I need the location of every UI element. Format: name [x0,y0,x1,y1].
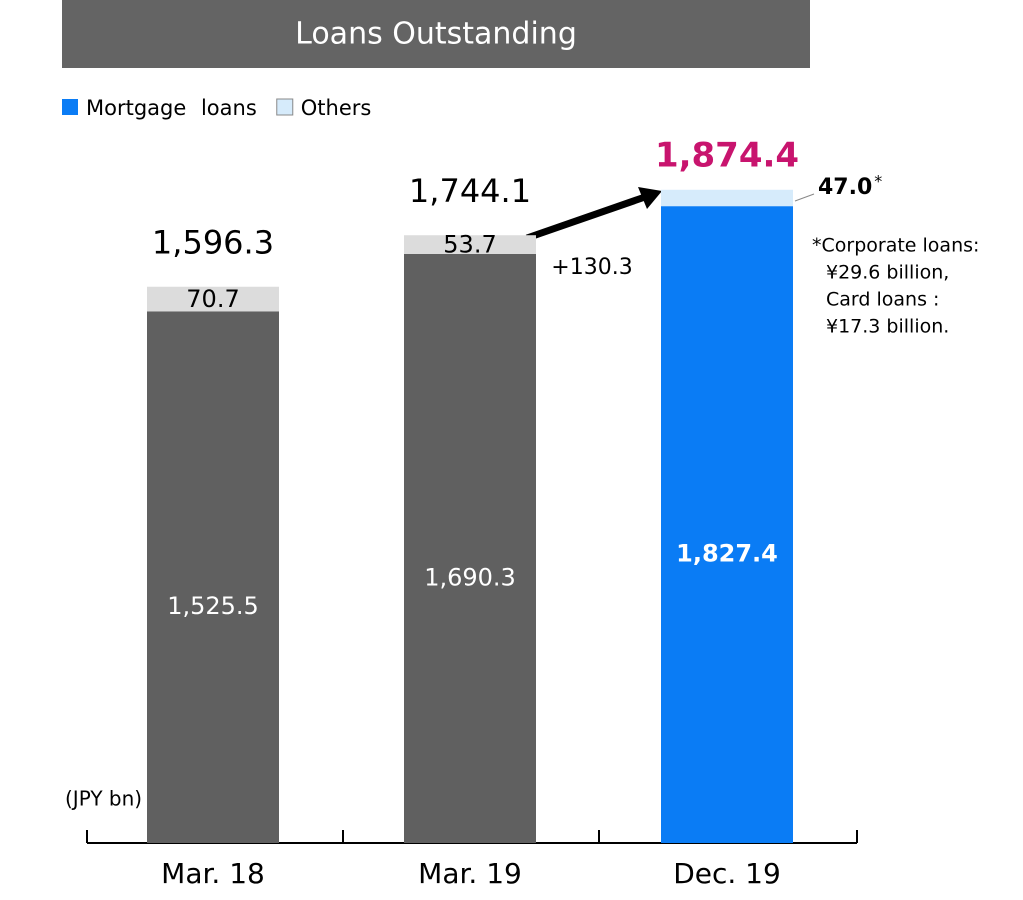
footnote: ¥17.3 billion. [826,316,949,338]
value-label: 47.0 [818,175,872,200]
bar-segment [404,253,536,844]
legend-label: Mortgage loans [86,96,257,120]
footnote: *Corporate loans: [812,235,979,257]
growth-arrow [525,193,647,242]
note-mark: * [874,172,882,191]
legend-swatch [276,98,294,116]
footnote: ¥29.6 billion, [826,262,949,284]
total-label: 1,596.3 [152,224,274,262]
value-label: 1,690.3 [424,563,516,591]
increase-label: +130.3 [551,255,632,280]
arrow-head [638,187,662,209]
x-tick-label: Mar. 19 [418,857,522,890]
value-label: 53.7 [443,231,496,259]
legend-swatch [62,99,78,115]
leader-line [794,193,815,202]
bar-segment [404,235,536,254]
title-bar [62,0,810,68]
total-label: 1,874.4 [655,135,799,175]
bar-segment [661,189,793,207]
footnote: Card loans : [826,289,939,311]
legend-label: Others [301,96,372,120]
bar-segment [147,311,279,843]
total-label: 1,744.1 [409,172,531,210]
x-tick-label: Dec. 19 [673,857,781,890]
x-tick-label: Mar. 18 [161,857,265,890]
value-label: 1,525.5 [167,592,259,620]
value-label: 70.7 [186,285,239,313]
chart-title: Loans Outstanding [295,17,577,52]
bar-segment [661,206,793,843]
value-label: 1,827.4 [676,540,778,568]
unit-label: (JPY bn) [65,787,142,811]
bar-segment [147,286,279,312]
